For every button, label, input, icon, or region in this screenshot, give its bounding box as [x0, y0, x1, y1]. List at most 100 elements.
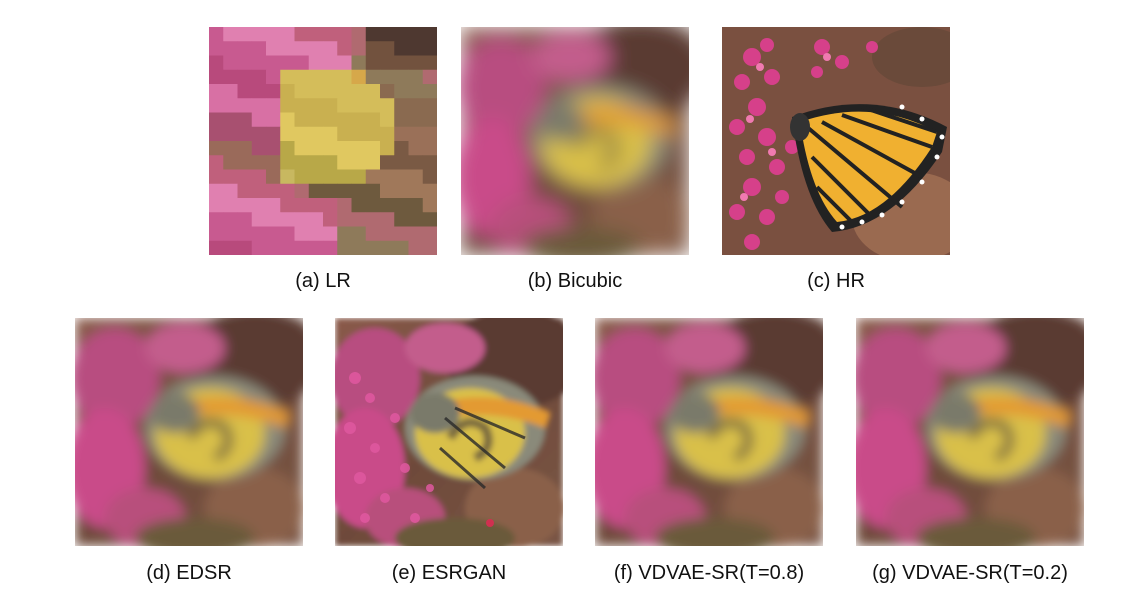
lr-pixel [408, 226, 424, 242]
lr-pixel [337, 98, 352, 113]
lr-pixel [308, 212, 324, 227]
lr-pixel [251, 126, 267, 142]
lr-pixel [365, 27, 381, 42]
lr-pixel [380, 226, 395, 242]
lr-pixel [351, 198, 367, 213]
lr-pixel [280, 69, 295, 85]
lr-pixel [266, 169, 281, 185]
esrgan-image [335, 318, 563, 546]
lr-pixel [422, 112, 437, 128]
lr-pixel [251, 183, 267, 199]
caption-d: (d) EDSR [146, 562, 232, 584]
lr-pixel [251, 198, 267, 213]
lr-pixel [351, 141, 367, 156]
lr-pixel [337, 141, 352, 156]
lr-pixel [365, 240, 381, 255]
lr-pixel [323, 55, 338, 71]
lr-pixel [294, 84, 310, 99]
lr-pixel [251, 41, 267, 56]
lr-pixel [223, 183, 238, 199]
lr-pixel [365, 41, 381, 56]
lr-pixel [280, 126, 295, 142]
lr-pixel [294, 155, 310, 170]
lr-pixel [394, 41, 409, 56]
lr-pixel [237, 41, 253, 56]
lr-pixel [251, 212, 267, 227]
lr-pixel [394, 141, 409, 156]
lr-pixel [237, 126, 253, 142]
lr-pixel [380, 183, 395, 199]
lr-pixel [209, 55, 224, 71]
lr-pixel [422, 84, 437, 99]
lr-pixel [209, 183, 224, 199]
lr-pixel [209, 112, 224, 128]
lr-pixel [223, 84, 238, 99]
lr-pixel [223, 27, 238, 42]
lr-pixel [308, 98, 324, 113]
lr-pixel [337, 27, 352, 42]
lr-pixel [422, 169, 437, 185]
lr-pixel [223, 212, 238, 227]
lr-pixel [365, 112, 381, 128]
lr-pixel [408, 169, 424, 185]
lr-pixel [251, 155, 267, 170]
lr-pixel [337, 55, 352, 71]
lr-pixel [209, 240, 224, 255]
lr-pixel [422, 155, 437, 170]
caption-c: (c) HR [807, 270, 865, 292]
panel-f-vdvae-t08-image [595, 318, 823, 546]
lr-pixel [294, 212, 310, 227]
lr-pixel [308, 240, 324, 255]
lr-pixel [223, 198, 238, 213]
lr-pixel [351, 155, 367, 170]
lr-pixel [266, 41, 281, 56]
lr-pixel [294, 98, 310, 113]
caption-g: (g) VDVAE-SR(T=0.2) [872, 562, 1068, 584]
lr-pixel [266, 27, 281, 42]
lr-pixel [408, 126, 424, 142]
lr-pixel [294, 141, 310, 156]
lr-pixel [209, 198, 224, 213]
lr-pixel [422, 183, 437, 199]
lr-pixel [380, 169, 395, 185]
lr-pixel [323, 98, 338, 113]
lr-pixel [223, 240, 238, 255]
lr-pixel [408, 212, 424, 227]
bicubic-image [461, 27, 689, 255]
lr-pixel [351, 126, 367, 142]
lr-pixel [323, 84, 338, 99]
lr-pixel [294, 27, 310, 42]
lr-pixel [408, 183, 424, 199]
lr-pixel [323, 41, 338, 56]
lr-pixel [408, 155, 424, 170]
panel-d-edsr-image [75, 318, 303, 546]
lr-pixel [422, 41, 437, 56]
lr-pixel [237, 112, 253, 128]
lr-pixel [237, 212, 253, 227]
lr-pixel [337, 155, 352, 170]
panel-b-bicubic-image [461, 27, 689, 255]
lr-pixel [308, 155, 324, 170]
lr-pixel [394, 112, 409, 128]
panel-c-hr-image [722, 27, 950, 255]
lr-pixel [308, 41, 324, 56]
lr-pixel [223, 41, 238, 56]
lr-pixel [323, 69, 338, 85]
lr-pixel [308, 55, 324, 71]
lr-pixel [408, 27, 424, 42]
lr-pixel [266, 98, 281, 113]
lr-pixel [209, 226, 224, 242]
lr-pixel [251, 55, 267, 71]
lr-pixel [209, 69, 224, 85]
lr-pixel [280, 98, 295, 113]
lr-pixel [394, 212, 409, 227]
lr-pixel [266, 212, 281, 227]
lr-pixel [280, 27, 295, 42]
lr-pixel [380, 198, 395, 213]
lr-pixel [308, 183, 324, 199]
lr-pixel [280, 183, 295, 199]
lr-pixel [223, 98, 238, 113]
lr-pixel [294, 183, 310, 199]
lr-pixel [294, 55, 310, 71]
vdvae-t02-image [856, 318, 1084, 546]
